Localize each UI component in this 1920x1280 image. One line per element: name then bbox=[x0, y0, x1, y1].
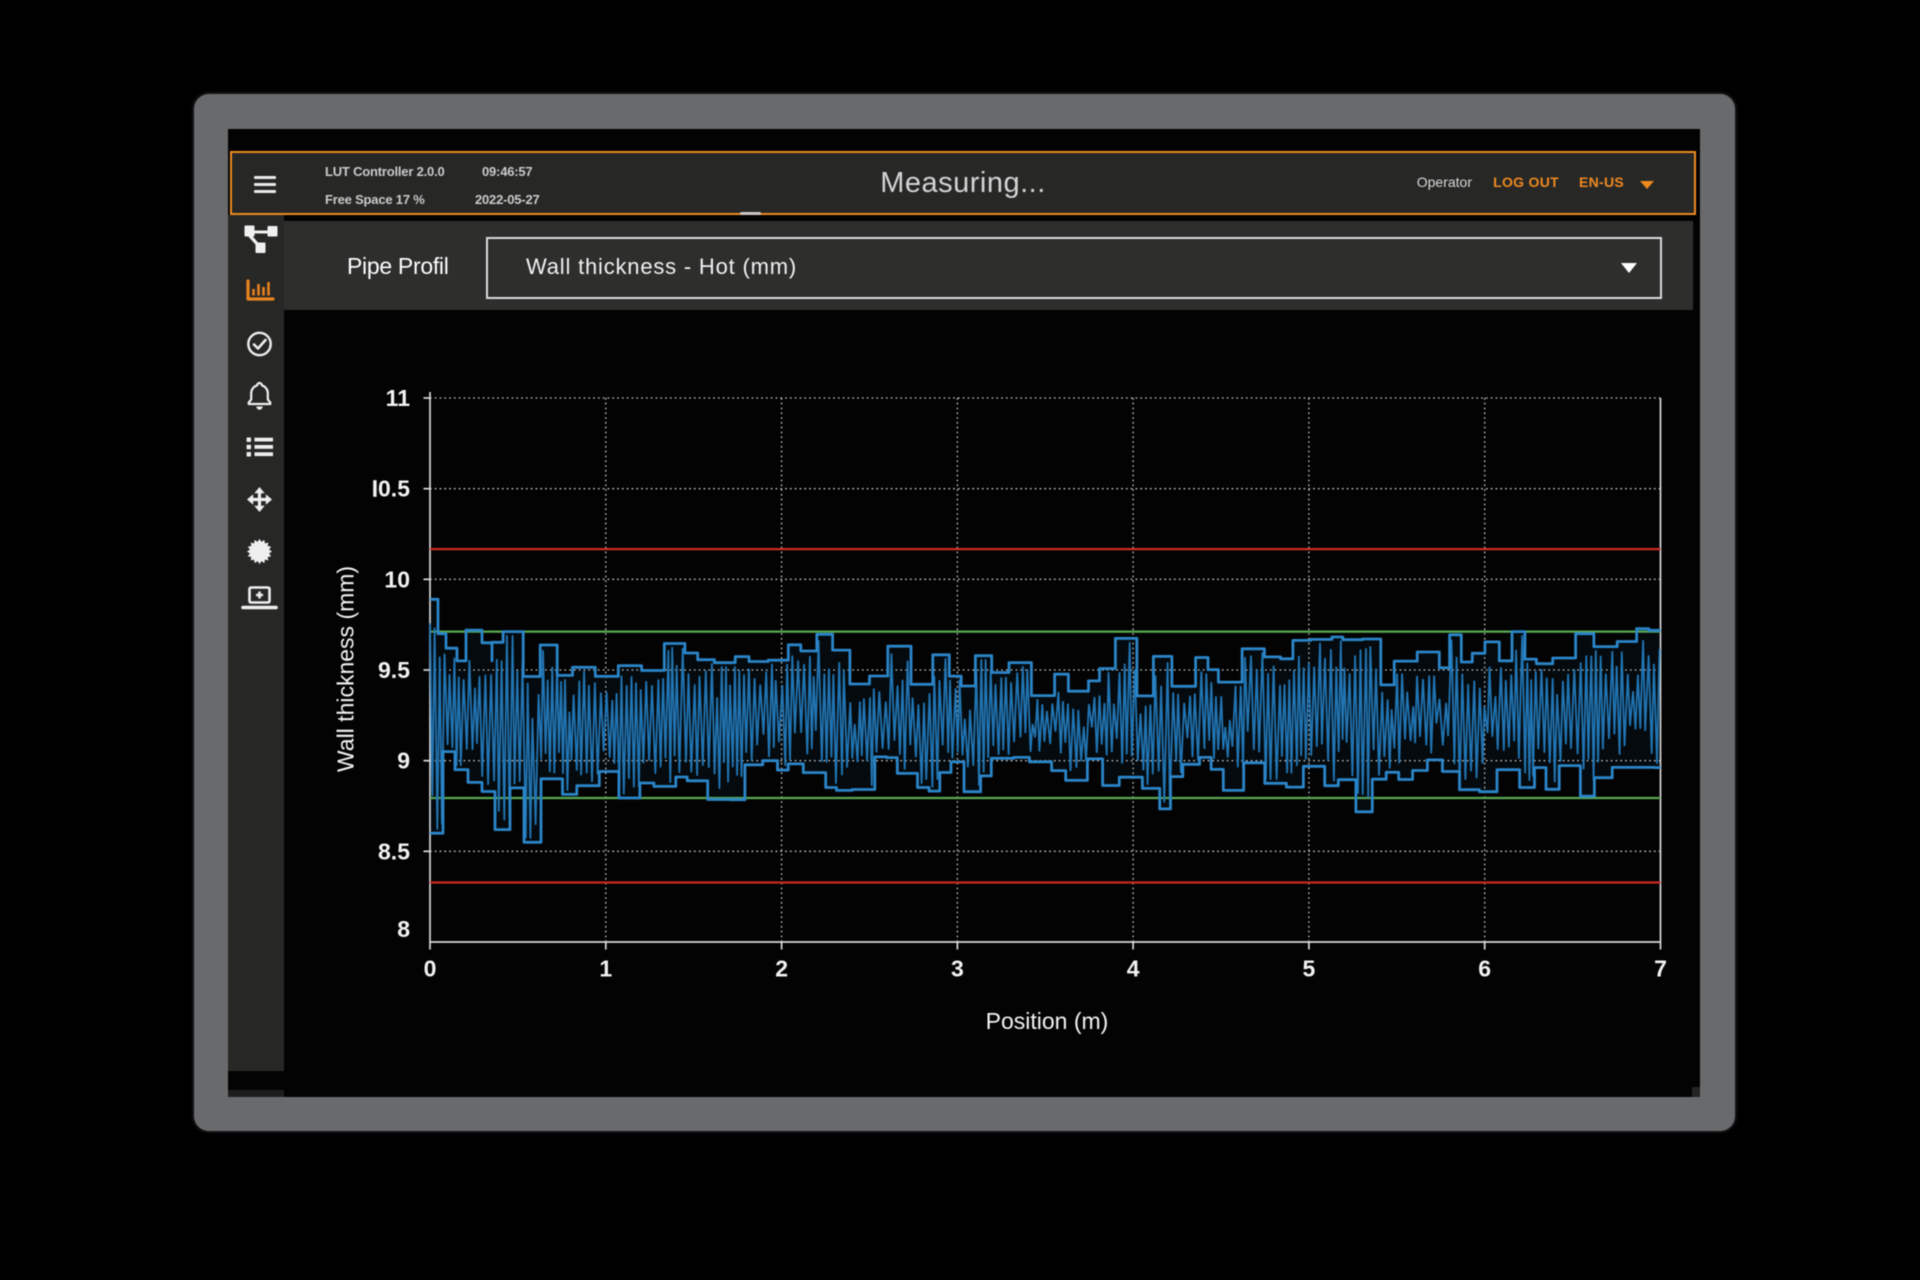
svg-text:4: 4 bbox=[1127, 956, 1140, 982]
svg-text:9.5: 9.5 bbox=[378, 657, 410, 683]
svg-text:9: 9 bbox=[397, 748, 410, 774]
svg-text:0.5: 0.5 bbox=[378, 476, 410, 502]
svg-text:Wall thickness (mm): Wall thickness (mm) bbox=[333, 566, 359, 772]
svg-text:8: 8 bbox=[397, 916, 410, 942]
svg-text:3: 3 bbox=[951, 956, 964, 982]
svg-text:10: 10 bbox=[384, 566, 410, 592]
svg-text:5: 5 bbox=[1303, 956, 1316, 982]
svg-text:8.5: 8.5 bbox=[378, 838, 410, 864]
svg-text:2: 2 bbox=[775, 956, 788, 982]
svg-text:7: 7 bbox=[1654, 956, 1667, 982]
svg-text:0: 0 bbox=[424, 956, 437, 982]
svg-text:6: 6 bbox=[1478, 956, 1491, 982]
svg-text:Position (m): Position (m) bbox=[986, 1008, 1109, 1034]
svg-text:1: 1 bbox=[599, 956, 612, 982]
svg-text:11: 11 bbox=[386, 385, 411, 411]
